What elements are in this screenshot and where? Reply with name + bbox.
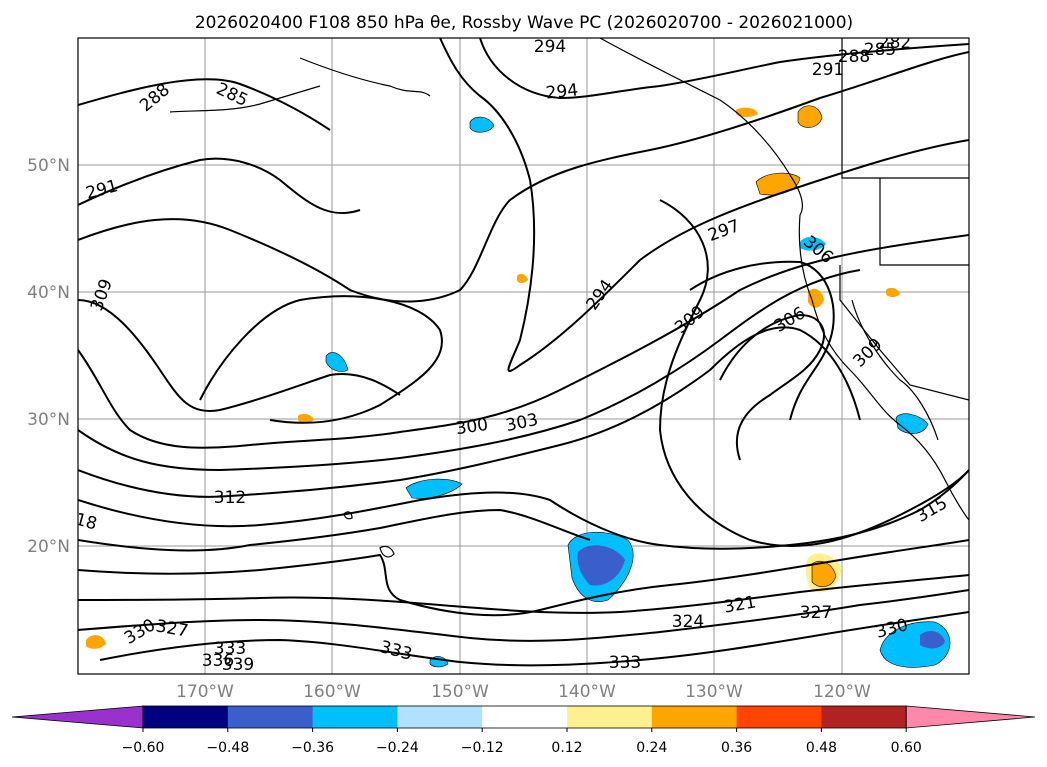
contour-label: 288 — [838, 47, 870, 67]
contour-line — [658, 199, 969, 547]
figure-title: 2026020400 F108 850 hPa θe, Rossby Wave … — [195, 13, 853, 33]
contour-label: 312 — [214, 488, 246, 508]
lat-label: 50°N — [27, 156, 70, 176]
map-area: 294 294 294 288 288 285 285 282 291 291 … — [73, 33, 969, 675]
north-america-coast — [599, 38, 969, 521]
colorbar-bin — [143, 706, 229, 728]
colorbar-tick-label: −0.60 — [122, 740, 165, 756]
negative-anomaly-core — [577, 545, 625, 586]
colorbar-bin — [567, 706, 653, 728]
contour-line — [479, 38, 969, 100]
coastlines — [169, 38, 969, 558]
contour-line — [78, 269, 861, 472]
border-canada-us — [841, 38, 969, 179]
contour-label: 294 — [534, 37, 566, 57]
lat-label: 30°N — [27, 410, 70, 430]
contour-label: 336 — [202, 651, 234, 671]
contour-line — [719, 313, 825, 461]
negative-anomaly-core — [920, 630, 945, 649]
positive-anomaly — [86, 635, 106, 649]
aleutian-islands — [169, 85, 321, 113]
latitude-labels: 50°N 40°N 30°N 20°N — [27, 156, 70, 557]
colorbar-tick-label: 0.24 — [636, 740, 667, 756]
baja-california — [851, 299, 939, 441]
colorbar-bin — [312, 706, 398, 728]
colorbar: −0.60 −0.48 −0.36 −0.24 −0.12 0.12 0.24 0.36 0.4… — [11, 705, 1036, 756]
colorbar-bin — [397, 706, 483, 728]
positive-anomaly — [517, 273, 528, 283]
contour-label: 282 — [879, 33, 911, 53]
lon-label: 170°W — [176, 682, 234, 702]
contour-label: 339 — [222, 655, 254, 675]
contour-line — [78, 234, 969, 449]
colorbar-tick-label: 0.36 — [721, 740, 752, 756]
contour-line — [199, 295, 443, 424]
positive-anomaly — [736, 107, 758, 117]
contour-label: 18 — [73, 510, 99, 535]
contour-line — [78, 589, 969, 642]
lon-label: 160°W — [303, 682, 361, 702]
colorbar-tick-label: 0.48 — [806, 740, 837, 756]
colorbar-bin — [482, 706, 568, 728]
anomaly-shading — [86, 105, 951, 668]
contour-line — [78, 78, 331, 131]
contour-line — [78, 157, 361, 215]
contour-line — [78, 539, 969, 617]
positive-anomaly — [886, 287, 900, 297]
negative-anomaly — [800, 236, 826, 251]
positive-anomaly-core — [811, 561, 837, 588]
lon-label: 130°W — [685, 682, 743, 702]
map-frame — [77, 37, 970, 675]
negative-anomaly — [325, 352, 349, 372]
contour-label: 300 — [455, 415, 490, 439]
negative-anomaly — [469, 116, 495, 133]
contour-label: 294 — [545, 80, 579, 103]
border-us-mexico — [839, 265, 969, 401]
contour-line — [78, 51, 969, 303]
colorbar-tick-label: −0.24 — [376, 740, 419, 756]
colorbar-tick-label: −0.12 — [461, 740, 504, 756]
contour-line — [78, 326, 861, 498]
contour-line — [78, 299, 401, 412]
colorbar-frame — [142, 705, 907, 729]
colorbar-extension-min — [11, 705, 144, 729]
contour-line — [99, 611, 969, 667]
contour-label: 327 — [800, 603, 832, 623]
lat-label: 40°N — [27, 283, 70, 303]
lon-label: 140°W — [558, 682, 616, 702]
lon-label: 120°W — [813, 682, 871, 702]
contour-label: 285 — [864, 40, 896, 60]
lon-label: 150°W — [431, 682, 489, 702]
colorbar-tick-label: 0.12 — [551, 740, 582, 756]
alaska-peninsula-coast — [299, 57, 431, 97]
contour-line — [439, 38, 969, 372]
positive-anomaly — [808, 288, 824, 308]
colorbar-extension-max — [905, 705, 1036, 729]
state-borders — [879, 178, 969, 266]
colorbar-tick-label: 0.60 — [891, 740, 922, 756]
positive-anomaly — [298, 413, 314, 423]
colorbar-tick-label: −0.48 — [206, 740, 249, 756]
colorbar-bin — [821, 706, 907, 728]
longitude-labels: 170°W 160°W 150°W 140°W 130°W 120°W — [176, 682, 871, 702]
hawaii-island — [343, 511, 353, 520]
positive-anomaly — [797, 105, 823, 128]
lat-label: 20°N — [27, 537, 70, 557]
contour-line — [689, 260, 835, 421]
negative-anomaly — [405, 478, 463, 499]
contour-line — [78, 574, 969, 614]
contour-label: 333 — [214, 639, 246, 659]
theta-e-contours — [78, 38, 969, 667]
contour-label: 291 — [812, 60, 844, 80]
contour-line — [78, 508, 591, 552]
colorbar-bin — [227, 706, 314, 728]
colorbar-bin — [736, 706, 822, 728]
colorbar-tick-label: −0.36 — [291, 740, 334, 756]
colorbar-bin — [651, 706, 738, 728]
contour-label: 324 — [672, 612, 704, 632]
contour-label: 333 — [609, 653, 641, 673]
hawaii-island — [379, 545, 395, 558]
